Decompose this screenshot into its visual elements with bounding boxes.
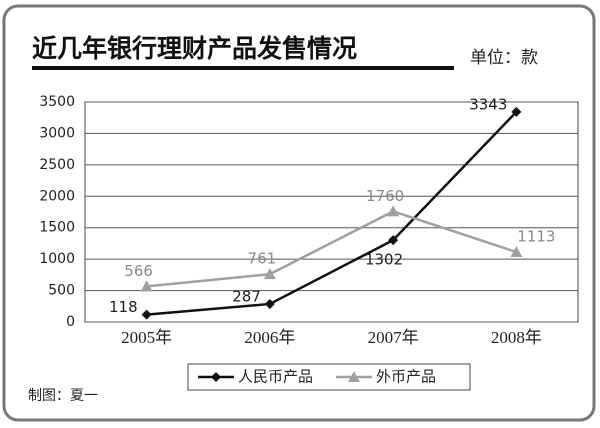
legend-label: 外币产品 [376, 368, 436, 386]
marker [387, 205, 400, 217]
marker [510, 246, 523, 258]
chart-title: 近几年银行理财产品发售情况 [32, 34, 357, 63]
legend-marker [211, 372, 221, 382]
data-label: 1113 [517, 228, 555, 246]
marker [264, 298, 275, 309]
y-tick-label: 3000 [39, 125, 75, 141]
y-tick-label: 2000 [39, 188, 75, 204]
y-tick-label: 1000 [39, 251, 75, 267]
title-underline [32, 66, 454, 70]
data-label: 287 [232, 287, 261, 305]
data-label: 566 [124, 262, 153, 280]
frame [2, 4, 596, 422]
x-tick-label: 2006年 [244, 328, 295, 347]
x-tick-label: 2005年 [121, 328, 172, 347]
series-line [146, 210, 517, 288]
x-tick-label: 2007年 [368, 328, 419, 347]
data-label: 1760 [366, 187, 404, 205]
marker [263, 268, 276, 280]
legend-label: 人民币产品 [238, 368, 313, 386]
x-tick-label: 2008年 [491, 328, 542, 347]
marker [141, 309, 152, 320]
data-label: 1302 [365, 251, 403, 269]
y-tick-label: 1500 [39, 220, 75, 236]
marker [511, 106, 522, 117]
y-tick-label: 3500 [39, 94, 75, 110]
unit-label: 单位：款 [470, 48, 538, 68]
data-label: 3343 [469, 95, 507, 113]
y-tick-label: 0 [66, 314, 75, 330]
data-label: 118 [109, 298, 138, 316]
series-line [146, 111, 518, 316]
y-tick-label: 500 [48, 283, 75, 299]
marker [140, 280, 153, 292]
y-tick-label: 2500 [39, 157, 75, 173]
marker [388, 235, 399, 246]
data-label: 761 [248, 250, 277, 268]
legend-marker [348, 371, 360, 382]
legend-box [187, 363, 471, 391]
source-label: 制图：夏一 [28, 388, 98, 404]
